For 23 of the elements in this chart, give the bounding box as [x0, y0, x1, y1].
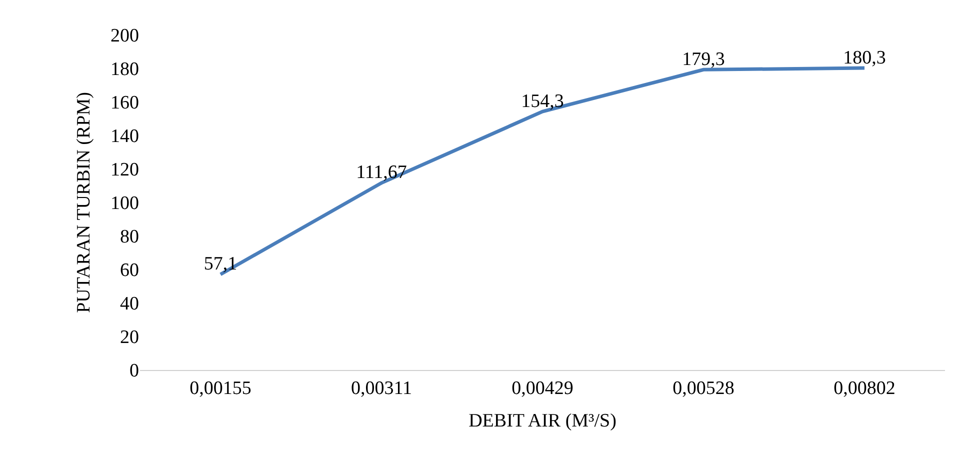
x-axis-title: DEBIT AIR (M³/S)	[468, 410, 616, 432]
y-tick-label: 0	[130, 360, 139, 382]
y-tick-label: 160	[110, 92, 139, 114]
x-tick-label: 0,00155	[190, 378, 252, 399]
y-tick-label: 200	[110, 26, 139, 47]
x-tick-label: 0,00528	[672, 378, 734, 399]
y-tick-label: 80	[120, 226, 139, 248]
y-tick-label: 20	[120, 327, 139, 348]
y-tick-label: 40	[120, 294, 139, 315]
x-tick-label: 0,00802	[834, 378, 896, 399]
data-label: 154,3	[521, 90, 564, 112]
y-tick-label: 120	[110, 160, 139, 181]
x-tick-label: 0,00311	[350, 378, 412, 399]
y-tick-label: 140	[110, 126, 139, 148]
data-label: 179,3	[682, 48, 725, 70]
x-tick-label: 0,00429	[512, 378, 574, 399]
y-tick-label: 180	[110, 59, 139, 80]
data-label: 57,1	[204, 254, 238, 275]
y-tick-label: 100	[110, 193, 139, 214]
y-axis-title: PUTARAN TURBIN (RPM)	[73, 92, 94, 313]
data-label: 180,3	[843, 47, 886, 68]
y-tick-label: 60	[120, 260, 139, 282]
data-label: 111,67	[356, 162, 407, 184]
